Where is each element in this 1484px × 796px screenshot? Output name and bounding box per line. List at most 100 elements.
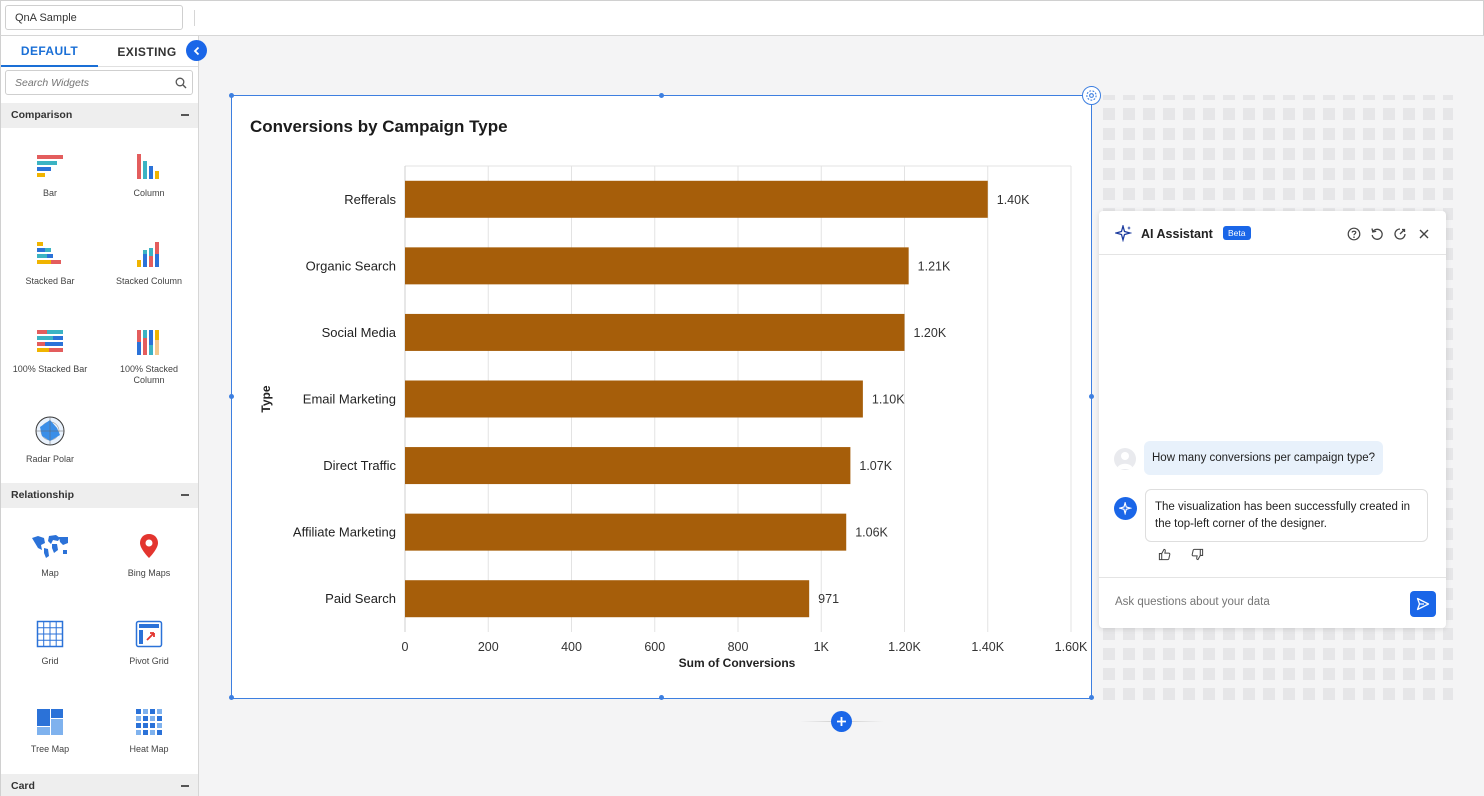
- resize-handle-b[interactable]: [659, 695, 664, 700]
- y-tick-label: Organic Search: [306, 258, 396, 273]
- data-label: 1.20K: [914, 326, 947, 340]
- map-pin-icon: [140, 534, 158, 558]
- world-map-icon: [32, 535, 68, 558]
- section-card[interactable]: Card: [1, 774, 198, 796]
- widget-label: 100% Stacked Bar: [12, 364, 88, 374]
- widget-label: Grid: [41, 656, 59, 666]
- resize-handle-t[interactable]: [659, 93, 664, 98]
- x-axis-title: Sum of Conversions: [679, 656, 796, 670]
- resize-handle-bl[interactable]: [229, 695, 234, 700]
- x-tick-label: 1.20K: [888, 640, 921, 654]
- widget-label: Map: [41, 568, 59, 578]
- y-tick-label: Paid Search: [325, 591, 396, 606]
- percent-stacked-column-icon: [137, 330, 159, 355]
- data-label: 1.07K: [859, 459, 892, 473]
- stacked-bar-icon: [37, 242, 61, 264]
- thumbs-up-icon[interactable]: [1158, 548, 1171, 561]
- widget-100-stacked-bar[interactable]: 100% Stacked Bar: [10, 328, 90, 375]
- resize-handle-l[interactable]: [229, 394, 234, 399]
- bar: [405, 580, 810, 618]
- y-tick-label: Direct Traffic: [323, 458, 396, 473]
- collapse-sidebar-button[interactable]: [186, 40, 207, 61]
- section-title: Comparison: [11, 109, 73, 121]
- resize-handle-br[interactable]: [1089, 695, 1094, 700]
- sparkle-icon: [1115, 225, 1132, 242]
- close-icon[interactable]: [1417, 227, 1431, 241]
- clear-history-icon[interactable]: [1393, 227, 1407, 241]
- user-avatar: [1114, 448, 1136, 470]
- collapse-minus-icon[interactable]: [181, 114, 189, 116]
- dashboard-name-field[interactable]: QnA Sample: [5, 5, 183, 30]
- gear-icon: [1086, 90, 1097, 101]
- widget-column[interactable]: Column: [109, 152, 189, 199]
- widget-100-stacked-column[interactable]: 100% Stacked Column: [109, 328, 189, 386]
- bar: [405, 313, 905, 351]
- add-widget-button[interactable]: [831, 711, 852, 732]
- data-label: 971: [818, 592, 839, 606]
- y-tick-label: Affiliate Marketing: [293, 525, 396, 540]
- section-comparison[interactable]: Comparison: [1, 103, 198, 128]
- widget-heat-map[interactable]: Heat Map: [109, 708, 189, 755]
- bar-chart-icon: [37, 155, 63, 177]
- resize-handle-tl[interactable]: [229, 93, 234, 98]
- assistant-avatar: [1114, 497, 1137, 520]
- sidebar-tabs: DEFAULT EXISTING: [1, 36, 198, 67]
- y-tick-label: Email Marketing: [303, 392, 396, 407]
- assistant-message: The visualization has been successfully …: [1145, 489, 1428, 542]
- widget-settings-button[interactable]: [1082, 86, 1101, 105]
- widget-stacked-bar[interactable]: Stacked Bar: [10, 240, 90, 287]
- thumbs-down-icon[interactable]: [1191, 548, 1204, 561]
- section-title: Card: [11, 780, 35, 792]
- send-button[interactable]: [1410, 591, 1436, 617]
- widget-pivot-grid[interactable]: Pivot Grid: [109, 620, 189, 667]
- section-title: Relationship: [11, 489, 75, 501]
- widget-grid[interactable]: Grid: [10, 620, 90, 667]
- data-label: 1.10K: [872, 393, 905, 407]
- data-label: 1.06K: [855, 526, 888, 540]
- collapse-minus-icon[interactable]: [181, 494, 189, 496]
- widget-tree-map[interactable]: Tree Map: [10, 708, 90, 755]
- tab-existing[interactable]: EXISTING: [117, 44, 177, 59]
- x-tick-label: 1.40K: [971, 640, 1004, 654]
- x-tick-label: 800: [728, 640, 749, 654]
- widget-stacked-column[interactable]: Stacked Column: [109, 240, 189, 287]
- bar: [405, 247, 909, 285]
- widget-radar-polar[interactable]: Radar Polar: [10, 416, 90, 465]
- tab-default[interactable]: DEFAULT: [1, 36, 98, 67]
- column-chart-icon: [137, 154, 159, 179]
- bar-chart: 0 200 400 600 800 1K 1.20K 1.40K 1.60K Refferals 1…: [259, 165, 1088, 670]
- search-icon[interactable]: [175, 77, 187, 89]
- section-relationship[interactable]: Relationship: [1, 483, 198, 508]
- widget-label: 100% Stacked Column: [119, 364, 179, 385]
- bar: [405, 180, 988, 218]
- data-label: 1.40K: [997, 193, 1030, 207]
- bar: [405, 380, 863, 418]
- radar-polar-icon: [35, 416, 65, 446]
- widget-bar[interactable]: Bar: [10, 152, 90, 199]
- reset-icon[interactable]: [1370, 227, 1384, 241]
- grid-icon: [36, 620, 64, 648]
- x-tick-label: 200: [478, 640, 499, 654]
- widget-label: Stacked Bar: [25, 276, 75, 286]
- y-tick-label: Social Media: [322, 325, 397, 340]
- chart-title: Conversions by Campaign Type: [250, 117, 508, 136]
- resize-handle-r[interactable]: [1089, 394, 1094, 399]
- collapse-minus-icon[interactable]: [181, 785, 189, 787]
- user-message: How many conversions per campaign type?: [1144, 441, 1384, 475]
- top-bar: QnA Sample: [0, 0, 1484, 36]
- user-icon: [1117, 452, 1133, 469]
- x-tick-label: 400: [561, 640, 582, 654]
- widget-label: Stacked Column: [115, 276, 183, 286]
- ai-question-input[interactable]: [1115, 596, 1395, 608]
- help-icon[interactable]: [1347, 227, 1361, 241]
- chart-widget[interactable]: Conversions by Campaign Type 0 200 400 600 8…: [229, 93, 1094, 700]
- beta-badge: Beta: [1223, 226, 1251, 240]
- percent-stacked-bar-icon: [37, 330, 63, 352]
- widget-label: Pivot Grid: [129, 656, 169, 666]
- widget-bing-maps[interactable]: Bing Maps: [109, 532, 189, 579]
- search-widgets-input[interactable]: [5, 70, 193, 95]
- bar: [405, 513, 847, 551]
- x-tick-label: 0: [402, 640, 409, 654]
- x-tick-label: 1K: [814, 640, 830, 654]
- widget-map[interactable]: Map: [10, 532, 90, 579]
